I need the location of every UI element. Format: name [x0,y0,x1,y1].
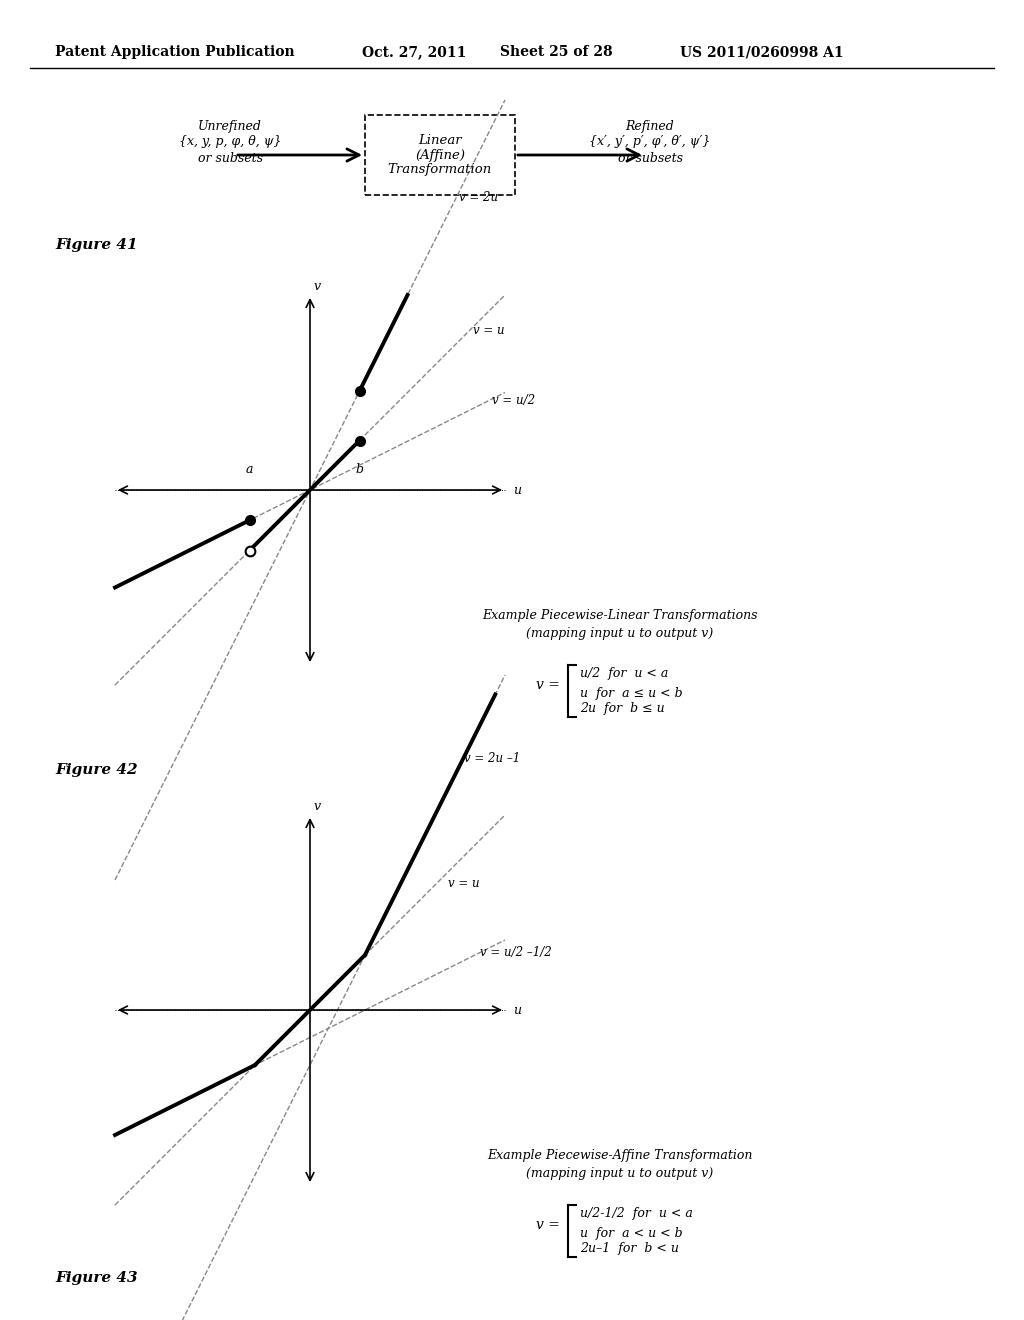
Text: Linear
(Affine)
Transformation: Linear (Affine) Transformation [388,133,493,177]
Text: Figure 42: Figure 42 [55,763,137,777]
Bar [365,115,515,195]
Text: u  for  a < u < b: u for a < u < b [580,1226,683,1239]
Text: Patent Application Publication: Patent Application Publication [55,45,295,59]
Text: Figure 43: Figure 43 [55,1271,137,1284]
Text: v: v [314,281,322,293]
Text: {x′, y′, p′, φ′, θ′, ψ′}: {x′, y′, p′, φ′, θ′, ψ′} [590,135,711,148]
Text: Oct. 27, 2011: Oct. 27, 2011 [362,45,466,59]
Text: b: b [355,463,364,477]
Text: Example Piecewise-Linear Transformations: Example Piecewise-Linear Transformations [482,609,758,622]
Text: v = 2u –1: v = 2u –1 [464,752,520,766]
Text: v = u: v = u [447,876,479,890]
Text: Figure 41: Figure 41 [55,238,137,252]
Text: v =: v = [537,1218,560,1232]
Text: (mapping input u to output v): (mapping input u to output v) [526,627,714,639]
Text: v = 2u: v = 2u [459,191,499,205]
Text: u: u [513,1003,521,1016]
Text: {x, y, p, φ, θ, ψ}: {x, y, p, φ, θ, ψ} [179,135,282,148]
Text: 2u–1  for  b < u: 2u–1 for b < u [580,1242,679,1255]
Text: v = u/2 –1/2: v = u/2 –1/2 [480,945,552,958]
Text: u/2-1/2  for  u < a: u/2-1/2 for u < a [580,1206,693,1220]
Text: u/2  for  u < a: u/2 for u < a [580,667,669,680]
Text: v = u/2: v = u/2 [493,393,536,407]
Text: 2u  for  b ≤ u: 2u for b ≤ u [580,702,665,715]
Text: (mapping input u to output v): (mapping input u to output v) [526,1167,714,1180]
Text: a: a [246,463,253,477]
Text: Sheet 25 of 28: Sheet 25 of 28 [500,45,612,59]
Text: or subsets: or subsets [617,152,683,165]
Text: u: u [513,483,521,496]
Text: v: v [314,800,322,813]
Text: Unrefined: Unrefined [198,120,262,133]
Text: US 2011/0260998 A1: US 2011/0260998 A1 [680,45,844,59]
Text: Refined: Refined [626,120,675,133]
Text: u  for  a ≤ u < b: u for a ≤ u < b [580,686,683,700]
Text: v =: v = [537,678,560,692]
Text: Example Piecewise-Affine Transformation: Example Piecewise-Affine Transformation [487,1148,753,1162]
Text: or subsets: or subsets [198,152,262,165]
Text: v = u: v = u [473,323,505,337]
